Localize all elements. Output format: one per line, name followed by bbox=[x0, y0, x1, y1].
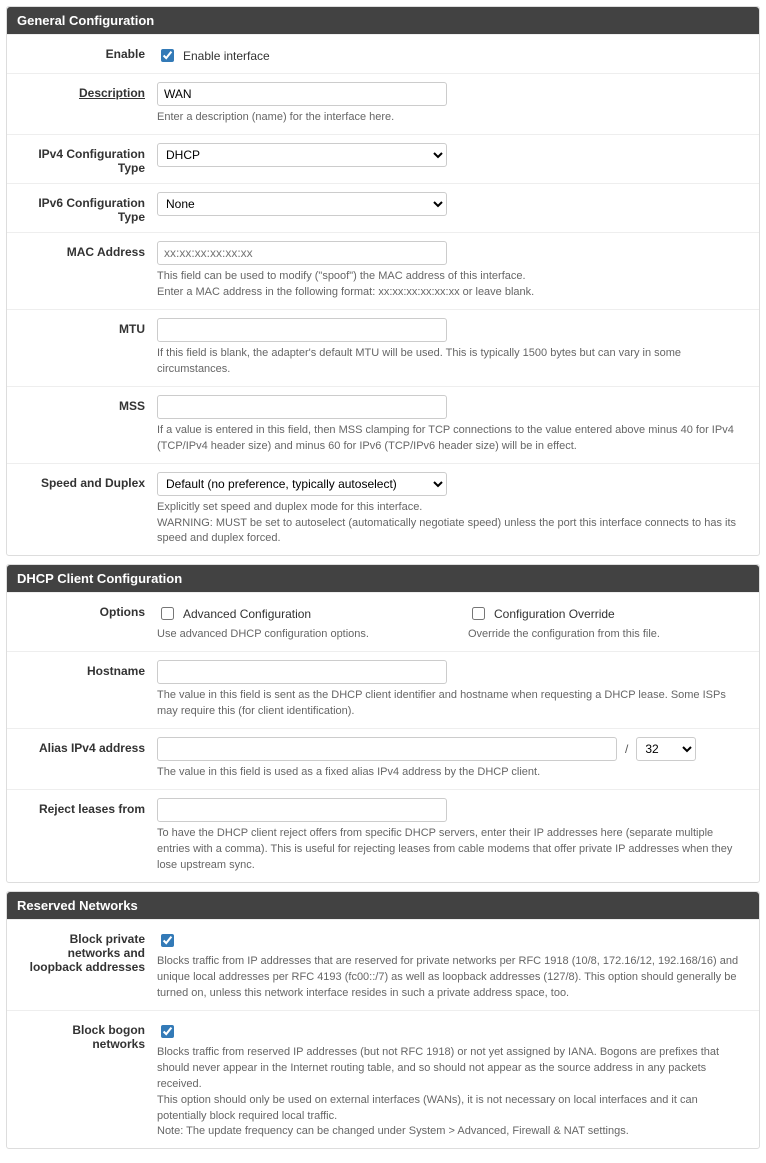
enable-checkbox[interactable] bbox=[161, 49, 174, 62]
alias-label: Alias IPv4 address bbox=[17, 737, 157, 755]
reserved-networks-header: Reserved Networks bbox=[7, 892, 759, 919]
config-override-help: Override the configuration from this fil… bbox=[468, 627, 749, 643]
alias-input[interactable] bbox=[157, 737, 617, 761]
ipv4-type-row: IPv4 Configuration Type DHCP bbox=[7, 134, 759, 183]
enable-row: Enable Enable interface bbox=[7, 34, 759, 73]
hostname-help: The value in this field is sent as the D… bbox=[157, 688, 749, 720]
reserved-networks-panel: Reserved Networks Block private networks… bbox=[6, 891, 760, 1149]
mac-label: MAC Address bbox=[17, 241, 157, 259]
block-bogon-help: Blocks traffic from reserved IP addresse… bbox=[157, 1045, 749, 1141]
dhcp-client-panel: DHCP Client Configuration Options Advanc… bbox=[6, 564, 760, 883]
ipv6-type-row: IPv6 Configuration Type None bbox=[7, 183, 759, 232]
speed-help: Explicitly set speed and duplex mode for… bbox=[157, 500, 749, 548]
options-label: Options bbox=[17, 601, 157, 619]
block-private-row: Block private networks and loopback addr… bbox=[7, 919, 759, 1010]
ipv6-type-select[interactable]: None bbox=[157, 192, 447, 216]
config-override-checkbox[interactable] bbox=[472, 607, 485, 620]
general-configuration-header: General Configuration bbox=[7, 7, 759, 34]
mss-label: MSS bbox=[17, 395, 157, 413]
mtu-row: MTU If this field is blank, the adapter'… bbox=[7, 309, 759, 386]
speed-row: Speed and Duplex Default (no preference,… bbox=[7, 463, 759, 556]
config-override-label: Configuration Override bbox=[494, 607, 615, 621]
block-private-help: Blocks traffic from IP addresses that ar… bbox=[157, 954, 749, 1002]
options-row: Options Advanced Configuration Use advan… bbox=[7, 592, 759, 651]
alias-row: Alias IPv4 address / 32 The value in thi… bbox=[7, 728, 759, 789]
advanced-config-help: Use advanced DHCP configuration options. bbox=[157, 627, 438, 643]
block-bogon-label: Block bogon networks bbox=[17, 1019, 157, 1051]
reject-row: Reject leases from To have the DHCP clie… bbox=[7, 789, 759, 882]
reject-label: Reject leases from bbox=[17, 798, 157, 816]
block-private-checkbox[interactable] bbox=[161, 934, 174, 947]
speed-label: Speed and Duplex bbox=[17, 472, 157, 490]
mss-row: MSS If a value is entered in this field,… bbox=[7, 386, 759, 463]
advanced-config-label: Advanced Configuration bbox=[183, 607, 311, 621]
advanced-config-checkbox[interactable] bbox=[161, 607, 174, 620]
alias-cidr-select[interactable]: 32 bbox=[636, 737, 696, 761]
mss-input[interactable] bbox=[157, 395, 447, 419]
description-input[interactable] bbox=[157, 82, 447, 106]
block-bogon-checkbox[interactable] bbox=[161, 1025, 174, 1038]
block-bogon-row: Block bogon networks Blocks traffic from… bbox=[7, 1010, 759, 1149]
description-row: Description Enter a description (name) f… bbox=[7, 73, 759, 134]
mtu-help: If this field is blank, the adapter's de… bbox=[157, 346, 749, 378]
hostname-input[interactable] bbox=[157, 660, 447, 684]
enable-checkbox-label: Enable interface bbox=[183, 49, 270, 63]
ipv4-type-select[interactable]: DHCP bbox=[157, 143, 447, 167]
ipv4-type-label: IPv4 Configuration Type bbox=[17, 143, 157, 175]
speed-select[interactable]: Default (no preference, typically autose… bbox=[157, 472, 447, 496]
mac-input[interactable] bbox=[157, 241, 447, 265]
description-help: Enter a description (name) for the inter… bbox=[157, 110, 749, 126]
reject-input[interactable] bbox=[157, 798, 447, 822]
dhcp-client-header: DHCP Client Configuration bbox=[7, 565, 759, 592]
block-private-label: Block private networks and loopback addr… bbox=[17, 928, 157, 974]
mac-help: This field can be used to modify ("spoof… bbox=[157, 269, 749, 301]
ipv6-type-label: IPv6 Configuration Type bbox=[17, 192, 157, 224]
hostname-label: Hostname bbox=[17, 660, 157, 678]
description-label: Description bbox=[17, 82, 157, 100]
reject-help: To have the DHCP client reject offers fr… bbox=[157, 826, 749, 874]
enable-label: Enable bbox=[17, 43, 157, 61]
mtu-input[interactable] bbox=[157, 318, 447, 342]
alias-help: The value in this field is used as a fix… bbox=[157, 765, 749, 781]
alias-slash: / bbox=[625, 742, 628, 756]
hostname-row: Hostname The value in this field is sent… bbox=[7, 651, 759, 728]
mtu-label: MTU bbox=[17, 318, 157, 336]
mss-help: If a value is entered in this field, the… bbox=[157, 423, 749, 455]
mac-row: MAC Address This field can be used to mo… bbox=[7, 232, 759, 309]
general-configuration-panel: General Configuration Enable Enable inte… bbox=[6, 6, 760, 556]
